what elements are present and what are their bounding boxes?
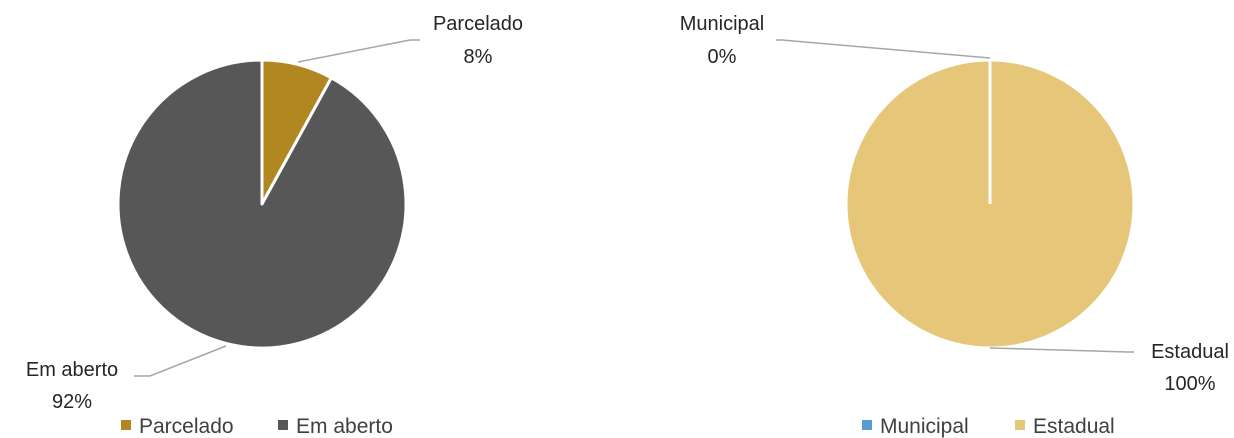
legend-label-em-aberto: Em aberto — [296, 415, 393, 438]
slice-label-estadual-name: Estadual — [1151, 341, 1229, 363]
pie-chart-2: Municipal 0% Estadual 100% Municipal Est… — [680, 13, 1229, 438]
pie-chart-2-legend: Municipal Estadual — [862, 415, 1115, 438]
pie-chart-1-slices — [116, 58, 408, 350]
leader-line-em-aberto — [134, 345, 227, 377]
leader-line-estadual — [989, 347, 1134, 353]
slice-label-municipal-name: Municipal — [680, 13, 764, 35]
legend-swatch-parcelado — [121, 420, 131, 430]
slice-label-parcelado-value: 8% — [464, 46, 493, 68]
legend-label-parcelado: Parcelado — [139, 415, 234, 438]
legend-swatch-em-aberto — [278, 420, 288, 430]
slice-label-parcelado-name: Parcelado — [433, 13, 523, 35]
legend-label-estadual: Estadual — [1033, 415, 1115, 438]
legend-label-municipal: Municipal — [880, 415, 969, 438]
slice-label-em-aberto-value: 92% — [52, 391, 92, 413]
pie-chart-2-leaders — [776, 39, 1134, 353]
pie-chart-2-slices — [844, 58, 1136, 350]
leader-line-parcelado — [297, 39, 420, 63]
slice-label-municipal-value: 0% — [708, 46, 737, 68]
pie-chart-1-legend: Parcelado Em aberto — [121, 415, 393, 438]
slice-label-estadual-value: 100% — [1164, 373, 1215, 395]
slice-label-em-aberto-name: Em aberto — [26, 359, 118, 381]
pie-chart-1: Parcelado 8% Em aberto 92% Parcelado Em … — [26, 13, 523, 438]
legend-swatch-estadual — [1015, 420, 1025, 430]
leader-line-municipal — [776, 39, 991, 59]
legend-swatch-municipal — [862, 420, 872, 430]
pie-chart-1-leaders — [134, 39, 420, 377]
